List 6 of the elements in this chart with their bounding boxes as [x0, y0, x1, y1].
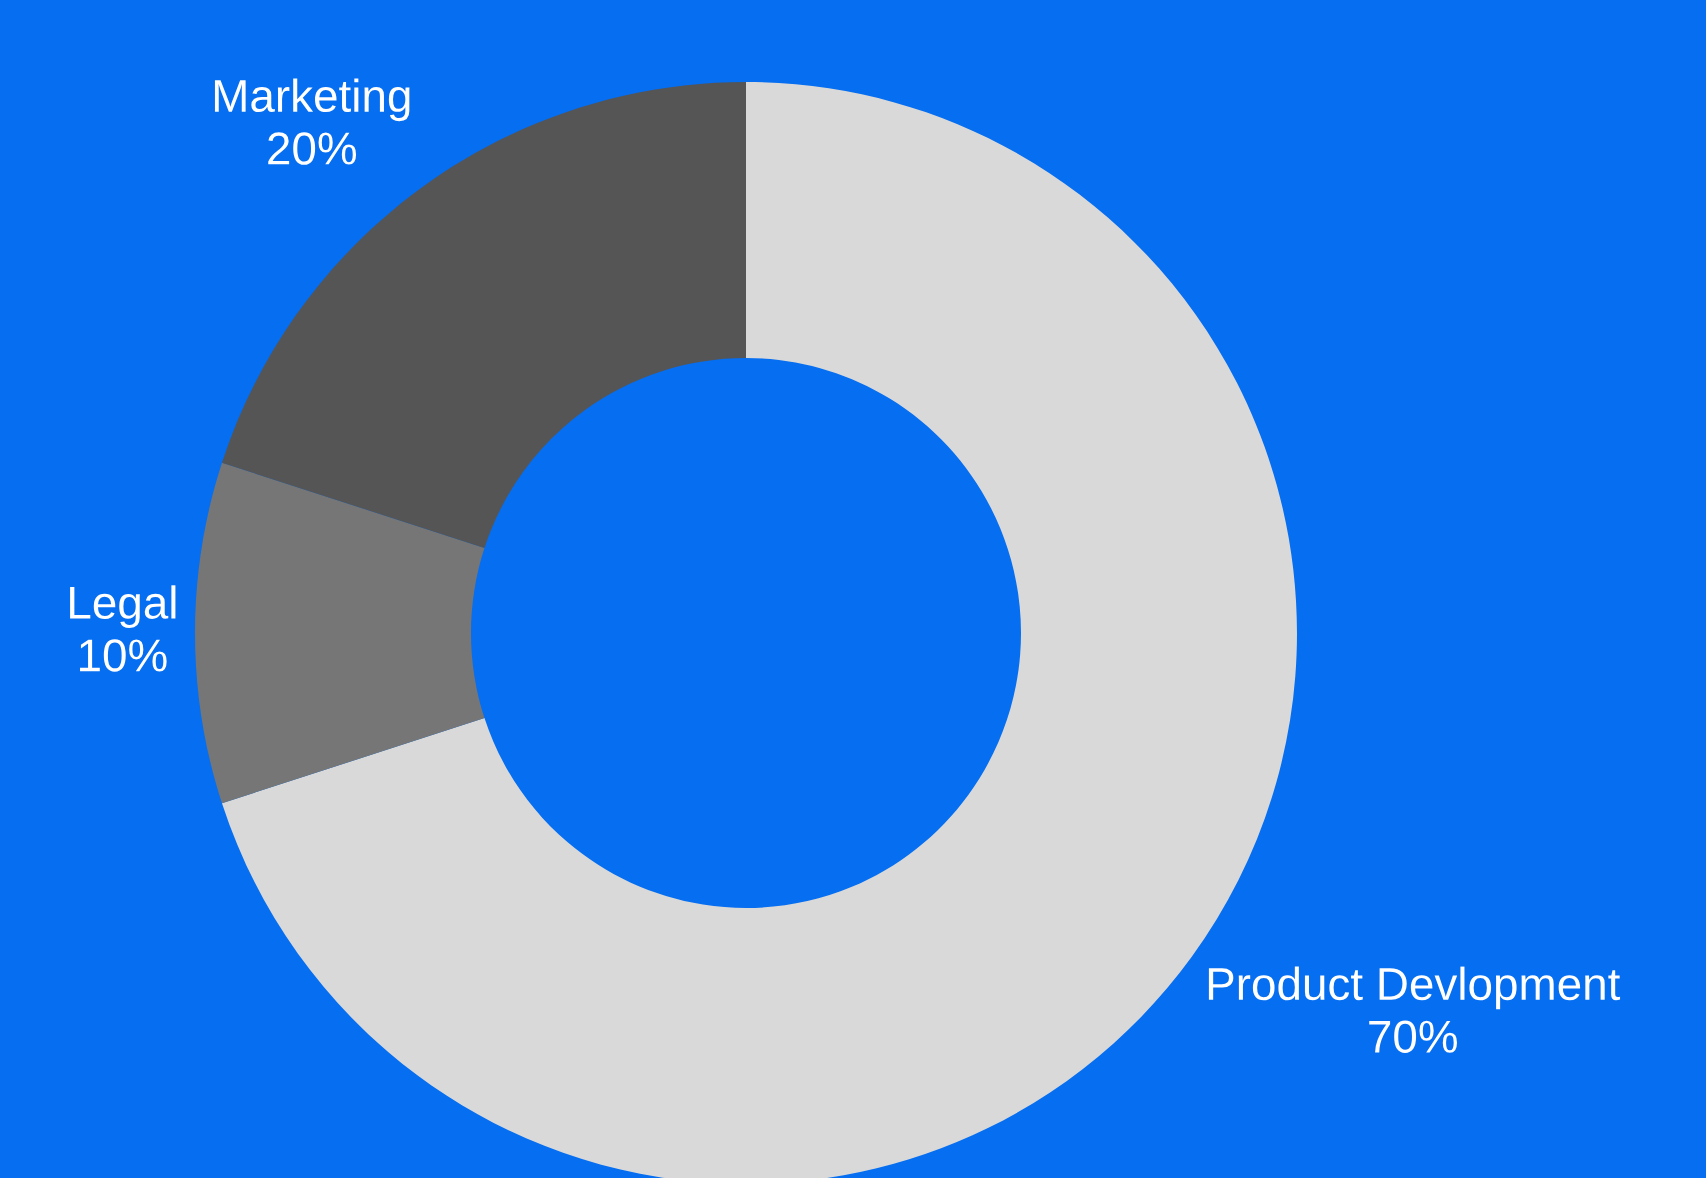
data-label: 10% — [80, 639, 167, 672]
slice-label: Legal — [70, 585, 176, 629]
data-label: 20% — [268, 132, 357, 165]
slice-label: Marketing — [214, 78, 410, 122]
slice-label: Product Devlopment — [1208, 966, 1621, 1010]
data-label: 70% — [1369, 1020, 1457, 1053]
